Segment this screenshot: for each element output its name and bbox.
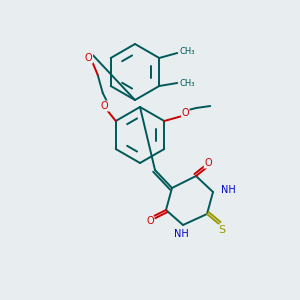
Text: NH: NH	[174, 229, 188, 239]
Text: O: O	[146, 216, 154, 226]
Text: O: O	[85, 53, 93, 63]
Text: O: O	[182, 108, 189, 118]
Text: O: O	[204, 158, 212, 168]
Text: S: S	[218, 225, 226, 235]
Text: NH: NH	[221, 185, 236, 195]
Text: CH₃: CH₃	[179, 46, 195, 56]
Text: CH₃: CH₃	[179, 79, 195, 88]
Text: O: O	[101, 101, 109, 111]
